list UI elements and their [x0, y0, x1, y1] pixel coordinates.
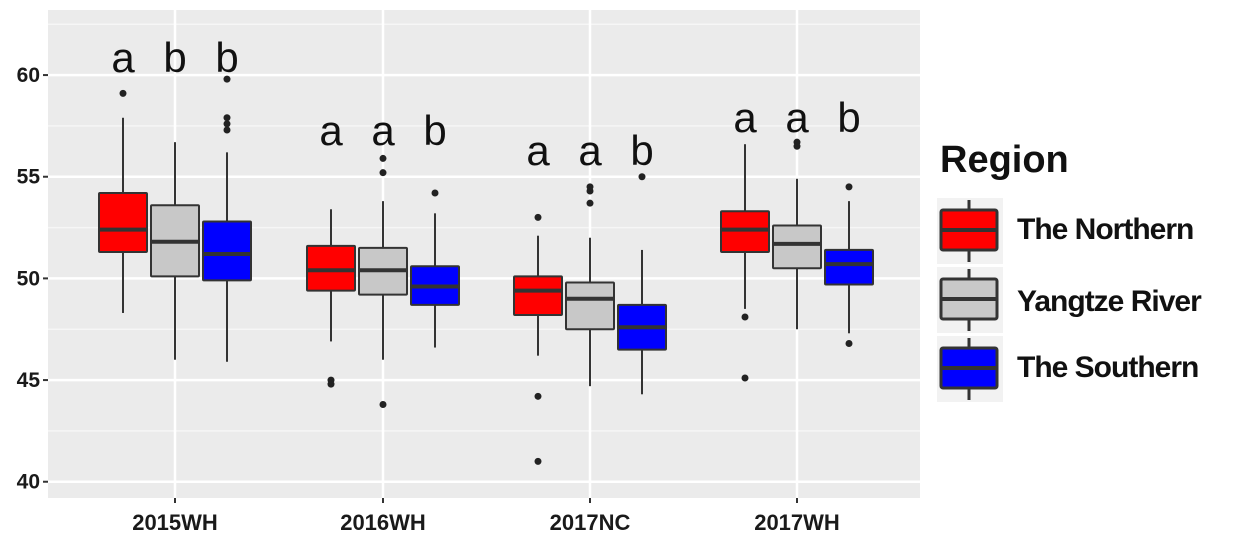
legend-key-yangtze-river: [937, 267, 1003, 333]
y-tick-label: 40: [17, 471, 40, 494]
significance-letter: a: [785, 94, 809, 141]
significance-letter: a: [111, 34, 135, 81]
box-the-northern-2017wh: [720, 144, 770, 382]
significance-letter: a: [371, 107, 395, 154]
significance-letter: b: [215, 34, 238, 81]
outlier-point: [223, 126, 231, 134]
box-the-northern-2015wh: [98, 89, 148, 313]
box-groups: [98, 75, 874, 465]
legend-label-yangtze: Yangtze River: [1017, 285, 1202, 318]
y-tick-label: 50: [17, 267, 40, 290]
outlier-point: [534, 213, 542, 221]
significance-letter: b: [423, 107, 446, 154]
box-the-southern-2015wh: [202, 75, 252, 362]
box-body: [824, 248, 874, 286]
box-yangtze-river-2015wh: [150, 142, 200, 360]
legend-title: Region: [940, 139, 1069, 181]
box-yangtze-river-2017wh: [772, 138, 822, 330]
outlier-point: [534, 392, 542, 400]
legend-keys: [937, 198, 1003, 402]
outlier-point: [586, 199, 594, 207]
outlier-point: [845, 183, 853, 191]
y-tick-label: 55: [17, 166, 41, 189]
box-the-northern-2016wh: [306, 209, 356, 388]
x-tick-label: 2017NC: [550, 510, 631, 535]
box-body: [513, 275, 563, 317]
box-body: [565, 281, 615, 331]
significance-letter: a: [578, 127, 602, 174]
x-axis: 2015WH 2016WH 2017NC 2017WH: [132, 498, 840, 535]
outlier-point: [379, 154, 387, 162]
significance-letters: a b ba a b a a ba a b: [111, 34, 860, 174]
outlier-point: [379, 400, 387, 408]
box-body: [720, 210, 770, 253]
outlier-point: [223, 120, 231, 128]
outlier-point: [223, 75, 231, 83]
x-tick-label: 2016WH: [340, 510, 426, 535]
box-yangtze-river-2017nc: [565, 183, 615, 387]
significance-letter: a: [526, 127, 550, 174]
outlier-point: [379, 169, 387, 177]
outlier-point: [223, 114, 231, 122]
significance-letter: a: [319, 107, 343, 154]
box-body: [772, 224, 822, 270]
box-body: [202, 220, 252, 282]
x-tick-label: 2017WH: [754, 510, 840, 535]
box-the-southern-2016wh: [410, 189, 460, 348]
outlier-point: [638, 173, 646, 181]
legend-key-the-northern: [937, 198, 1003, 264]
box-body: [98, 192, 148, 253]
outlier-point: [741, 313, 749, 321]
outlier-point: [793, 142, 801, 150]
significance-letter: b: [163, 34, 186, 81]
y-tick-label: 60: [17, 64, 40, 87]
box-yangtze-river-2016wh: [358, 154, 408, 408]
y-axis: 40 45 50 55 60: [17, 64, 48, 494]
outlier-point: [119, 89, 127, 97]
box-body: [306, 244, 356, 292]
legend-key-the-southern: [937, 336, 1003, 402]
box-the-southern-2017nc: [617, 173, 667, 395]
legend: Region The Northern Yangtze River The So…: [937, 139, 1203, 402]
outlier-point: [327, 380, 335, 388]
outlier-point: [431, 189, 439, 197]
y-tick-label: 45: [17, 369, 41, 392]
box-the-southern-2017wh: [824, 183, 874, 347]
significance-letter: a: [733, 94, 757, 141]
significance-letter: b: [630, 127, 653, 174]
box-the-northern-2017nc: [513, 213, 563, 465]
outlier-point: [534, 457, 542, 465]
x-tick-label: 2015WH: [132, 510, 218, 535]
legend-label-southern: The Southern: [1017, 351, 1198, 384]
outlier-point: [586, 187, 594, 195]
legend-label-northern: The Northern: [1017, 213, 1193, 246]
significance-letter: b: [837, 94, 860, 141]
outlier-point: [741, 374, 749, 382]
outlier-point: [845, 339, 853, 347]
